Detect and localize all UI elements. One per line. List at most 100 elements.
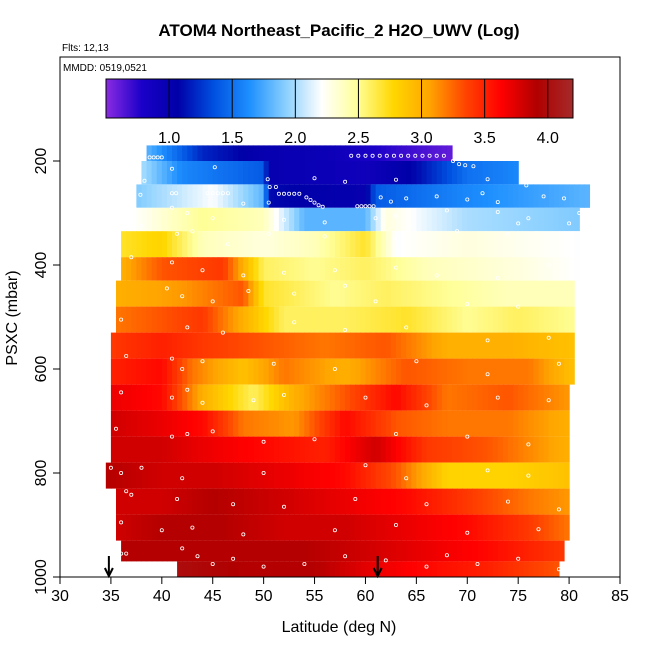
heat-cell xyxy=(238,540,244,562)
heat-cell xyxy=(518,410,524,437)
heat-cell xyxy=(278,462,285,489)
heat-cell xyxy=(533,384,540,411)
heat-cell xyxy=(538,332,545,359)
heat-cell xyxy=(406,358,412,385)
heat-cell xyxy=(477,514,484,541)
heat-cell xyxy=(340,462,346,489)
heat-cell xyxy=(248,462,255,489)
heat-cell xyxy=(518,514,524,541)
data-marker xyxy=(119,551,124,556)
x-tick-label: 55 xyxy=(306,588,324,605)
heat-cell xyxy=(187,207,193,232)
heat-cell xyxy=(222,257,229,281)
heat-cell xyxy=(182,561,188,577)
heat-cell xyxy=(146,410,153,437)
data-marker xyxy=(155,155,160,160)
heat-cell xyxy=(197,514,204,541)
heat-cell xyxy=(421,257,428,281)
heat-cell xyxy=(258,207,265,232)
heat-cell xyxy=(401,358,407,385)
heat-cell xyxy=(110,462,117,489)
heat-cell xyxy=(355,280,361,307)
heat-cell xyxy=(472,384,479,411)
heat-cell xyxy=(172,410,178,437)
heat-cell xyxy=(355,145,361,161)
data-marker xyxy=(343,327,348,332)
colorbar xyxy=(105,78,574,119)
heat-cell xyxy=(253,436,260,463)
heat-cell xyxy=(360,161,367,185)
heat-cell xyxy=(446,410,453,437)
heat-cell xyxy=(268,280,275,307)
heat-cell xyxy=(172,436,178,463)
heat-cell xyxy=(380,332,387,359)
data-marker xyxy=(391,153,396,158)
heat-cell xyxy=(472,161,479,185)
heat-cell xyxy=(513,436,519,463)
heat-cell xyxy=(172,462,178,489)
heat-cell xyxy=(477,384,484,411)
heat-cell xyxy=(421,161,428,185)
heat-cell xyxy=(243,488,249,515)
heat-cell xyxy=(248,257,255,281)
heat-cell xyxy=(513,184,519,208)
heat-cell xyxy=(309,184,316,208)
data-marker xyxy=(355,204,360,209)
data-marker xyxy=(413,153,418,158)
heat-cell xyxy=(222,332,229,359)
heat-cell xyxy=(182,161,188,185)
data-marker xyxy=(393,523,398,528)
data-marker xyxy=(180,476,185,481)
heat-cell xyxy=(497,436,504,463)
heat-cell xyxy=(314,145,321,161)
heat-cell xyxy=(538,306,545,333)
heat-cell xyxy=(360,280,367,307)
heat-cell xyxy=(457,332,463,359)
heat-cell xyxy=(187,332,193,359)
heat-cell xyxy=(136,207,143,232)
heat-cell xyxy=(243,207,249,232)
heat-cell xyxy=(136,462,143,489)
heat-cell xyxy=(172,257,178,281)
heat-cell xyxy=(177,561,183,577)
heat-cell xyxy=(309,161,316,185)
data-marker xyxy=(322,220,327,225)
heat-cell xyxy=(533,514,540,541)
heat-cell xyxy=(166,436,173,463)
data-marker xyxy=(373,216,378,221)
heat-cell xyxy=(131,306,137,333)
heat-cell xyxy=(523,358,529,385)
heat-cell xyxy=(558,280,565,307)
heat-cell xyxy=(146,514,153,541)
latitude-arrows xyxy=(103,556,383,579)
heat-cell xyxy=(151,436,158,463)
heat-cell xyxy=(345,488,351,515)
heat-cell xyxy=(146,488,153,515)
heat-cell xyxy=(406,280,412,307)
heat-cell xyxy=(141,257,148,281)
data-marker xyxy=(119,317,124,322)
data-marker xyxy=(267,184,272,189)
data-marker xyxy=(281,270,286,275)
heat-cell xyxy=(294,488,300,515)
heat-cell xyxy=(278,306,285,333)
heat-cell xyxy=(492,410,499,437)
heat-cell xyxy=(360,257,367,281)
heat-cell xyxy=(446,231,453,258)
data-marker xyxy=(546,398,551,403)
heat-cell xyxy=(477,462,484,489)
heat-cell xyxy=(446,436,453,463)
heat-cell xyxy=(416,561,423,577)
heat-cell xyxy=(192,161,199,185)
heat-cell xyxy=(350,257,356,281)
heat-cell xyxy=(187,280,193,307)
heat-cell xyxy=(462,488,468,515)
heat-cell xyxy=(533,462,540,489)
heat-cell xyxy=(299,514,305,541)
heat-cell xyxy=(141,410,148,437)
heat-cell xyxy=(202,207,209,232)
heat-cell xyxy=(187,145,193,161)
heat-cell xyxy=(294,145,300,161)
data-marker xyxy=(465,434,470,439)
heat-cell xyxy=(401,257,407,281)
